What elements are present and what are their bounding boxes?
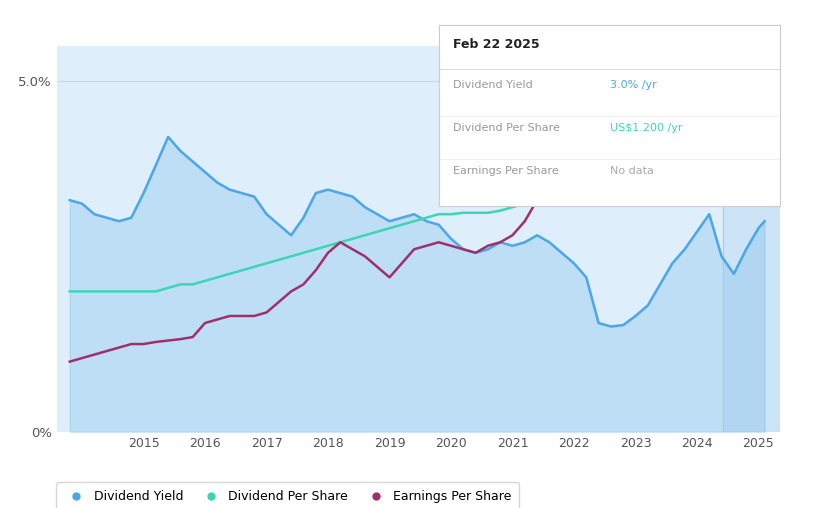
Text: Earnings Per Share: Earnings Per Share: [453, 166, 558, 176]
Text: Dividend Per Share: Dividend Per Share: [453, 123, 560, 133]
Bar: [722, 46, 821, 432]
Text: US$1.200 /yr: US$1.200 /yr: [609, 123, 682, 133]
Legend: Dividend Yield, Dividend Per Share, Earnings Per Share: Dividend Yield, Dividend Per Share, Earn…: [57, 483, 519, 508]
Text: Dividend Yield: Dividend Yield: [453, 80, 533, 89]
Text: Past: Past: [726, 64, 750, 76]
Text: 3.0% /yr: 3.0% /yr: [609, 80, 656, 89]
Text: No data: No data: [609, 166, 654, 176]
Text: Feb 22 2025: Feb 22 2025: [453, 38, 539, 51]
